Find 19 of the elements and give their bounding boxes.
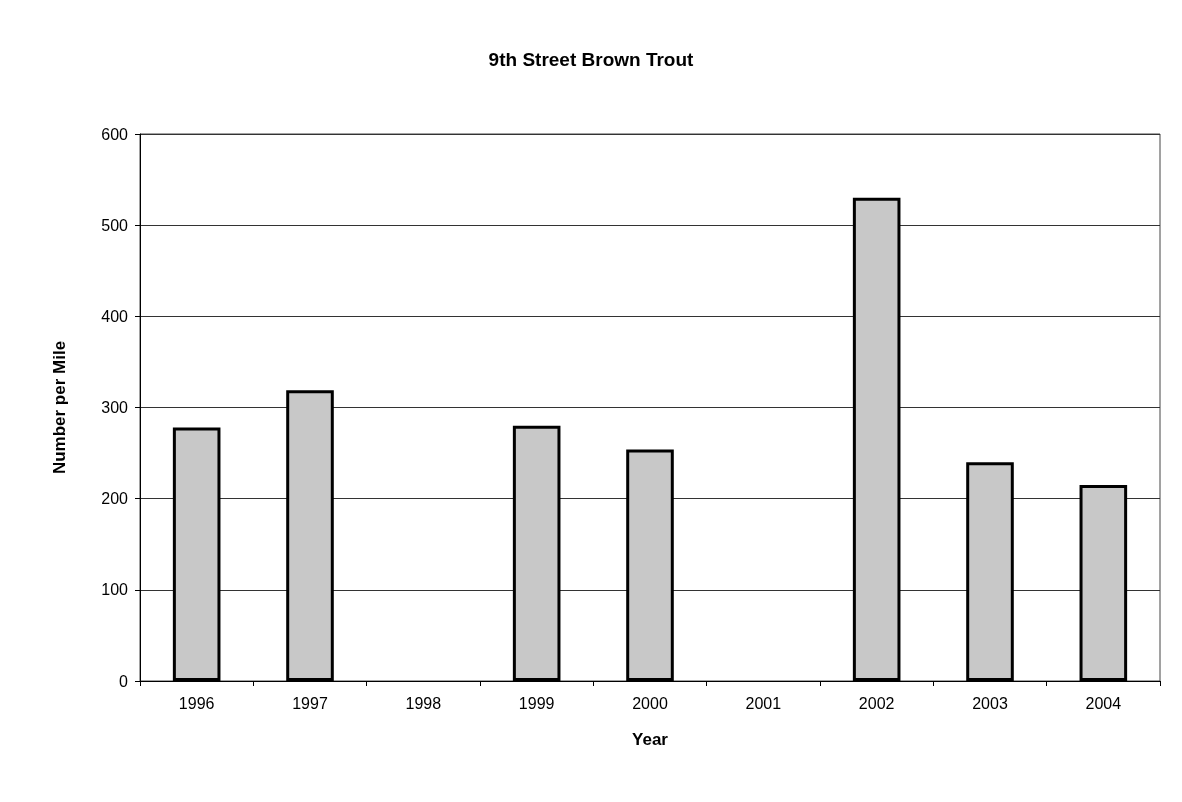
x-tick-label: 2004	[1085, 694, 1122, 712]
x-tick-label: 1998	[405, 694, 442, 712]
x-axis-title: Year	[632, 730, 669, 749]
x-tick-label: 2001	[745, 694, 782, 712]
x-tick-label: 1999	[518, 694, 555, 712]
y-axis-title: Number per Mile	[50, 340, 69, 475]
x-tick-label: 1996	[178, 694, 215, 712]
y-tick-label: 300	[101, 399, 129, 416]
y-tick-label: 200	[101, 490, 129, 508]
y-tick-label: 600	[101, 125, 129, 143]
x-tick-label: 2003	[972, 694, 1008, 712]
y-tick-label: 0	[119, 672, 129, 690]
x-tick-label: 2002	[858, 694, 895, 712]
x-tick-label: 1997	[292, 694, 328, 712]
y-tick-label: 500	[101, 216, 129, 234]
y-tick-label: 100	[101, 581, 129, 599]
chart-title: 9th Street Brown Trout	[488, 49, 695, 70]
y-tick-label: 400	[101, 307, 129, 325]
x-tick-label: 2000	[632, 694, 668, 712]
